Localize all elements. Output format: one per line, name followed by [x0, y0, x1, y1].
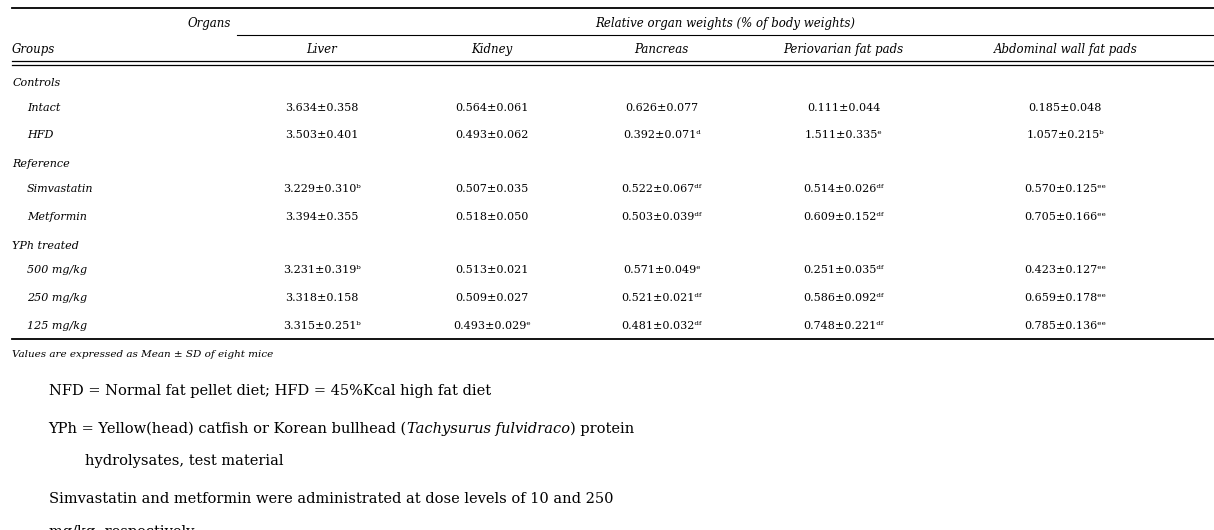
Text: 0.392±0.071ᵈ: 0.392±0.071ᵈ [623, 130, 700, 140]
Text: Periovarian fat pads: Periovarian fat pads [784, 43, 903, 56]
Text: 0.626±0.077: 0.626±0.077 [625, 103, 698, 113]
Text: 3.394±0.355: 3.394±0.355 [285, 211, 358, 222]
Text: 0.503±0.039ᵈᶠ: 0.503±0.039ᵈᶠ [622, 211, 702, 222]
Text: 1.511±0.335ᵉ: 1.511±0.335ᵉ [805, 130, 883, 140]
Text: 0.514±0.026ᵈᶠ: 0.514±0.026ᵈᶠ [804, 184, 884, 194]
Text: 3.503±0.401: 3.503±0.401 [285, 130, 358, 140]
Text: 0.659±0.178ᵉᵉ: 0.659±0.178ᵉᵉ [1025, 293, 1106, 303]
Text: 0.251±0.035ᵈᶠ: 0.251±0.035ᵈᶠ [804, 266, 884, 276]
Text: ) protein: ) protein [569, 421, 634, 436]
Text: Controls: Controls [12, 78, 61, 88]
Text: 0.518±0.050: 0.518±0.050 [455, 211, 528, 222]
Text: Organs: Organs [187, 16, 231, 30]
Text: Abdominal wall fat pads: Abdominal wall fat pads [993, 43, 1138, 56]
Text: 3.318±0.158: 3.318±0.158 [285, 293, 358, 303]
Text: Pancreas: Pancreas [635, 43, 688, 56]
Text: 0.493±0.062: 0.493±0.062 [455, 130, 528, 140]
Text: Groups: Groups [12, 43, 56, 56]
Text: 0.785±0.136ᵉᵉ: 0.785±0.136ᵉᵉ [1025, 321, 1106, 331]
Text: 0.564±0.061: 0.564±0.061 [455, 103, 528, 113]
Text: 0.513±0.021: 0.513±0.021 [455, 266, 528, 276]
Text: 0.571±0.049ᵉ: 0.571±0.049ᵉ [623, 266, 700, 276]
Text: Kidney: Kidney [471, 43, 512, 56]
Text: 0.507±0.035: 0.507±0.035 [455, 184, 528, 194]
Text: Reference: Reference [12, 160, 70, 169]
Text: 1.057±0.215ᵇ: 1.057±0.215ᵇ [1027, 130, 1104, 140]
Text: mg/kg, respectively: mg/kg, respectively [49, 525, 194, 530]
Text: 0.705±0.166ᵉᵉ: 0.705±0.166ᵉᵉ [1025, 211, 1106, 222]
Text: Simvastatin: Simvastatin [27, 184, 93, 194]
Text: 0.748±0.221ᵈᶠ: 0.748±0.221ᵈᶠ [804, 321, 884, 331]
Text: 3.231±0.319ᵇ: 3.231±0.319ᵇ [283, 266, 361, 276]
Text: 3.634±0.358: 3.634±0.358 [285, 103, 358, 113]
Text: Tachysurus fulvidraco: Tachysurus fulvidraco [407, 422, 569, 436]
Text: 0.522±0.067ᵈᶠ: 0.522±0.067ᵈᶠ [622, 184, 702, 194]
Text: 250 mg/kg: 250 mg/kg [27, 293, 87, 303]
Text: 3.229±0.310ᵇ: 3.229±0.310ᵇ [283, 184, 361, 194]
Text: 3.315±0.251ᵇ: 3.315±0.251ᵇ [283, 321, 361, 331]
Text: 0.185±0.048: 0.185±0.048 [1028, 103, 1102, 113]
Text: 0.493±0.029ᵉ: 0.493±0.029ᵉ [453, 321, 531, 331]
Text: 0.509±0.027: 0.509±0.027 [455, 293, 528, 303]
Text: 0.481±0.032ᵈᶠ: 0.481±0.032ᵈᶠ [622, 321, 702, 331]
Text: 0.586±0.092ᵈᶠ: 0.586±0.092ᵈᶠ [804, 293, 884, 303]
Text: 125 mg/kg: 125 mg/kg [27, 321, 87, 331]
Text: Values are expressed as Mean ± SD of eight mice: Values are expressed as Mean ± SD of eig… [12, 350, 273, 359]
Text: HFD: HFD [27, 130, 53, 140]
Text: 500 mg/kg: 500 mg/kg [27, 266, 87, 276]
Text: Liver: Liver [306, 43, 337, 56]
Text: Relative organ weights (% of body weights): Relative organ weights (% of body weight… [595, 16, 856, 30]
Text: YPh = Yellow(head) catfish or Korean bullhead (: YPh = Yellow(head) catfish or Korean bul… [49, 422, 407, 436]
Text: 0.423±0.127ᵉᵉ: 0.423±0.127ᵉᵉ [1025, 266, 1106, 276]
Text: NFD = Normal fat pellet diet; HFD = 45%Kcal high fat diet: NFD = Normal fat pellet diet; HFD = 45%K… [49, 384, 490, 398]
Text: 0.609±0.152ᵈᶠ: 0.609±0.152ᵈᶠ [804, 211, 884, 222]
Text: hydrolysates, test material: hydrolysates, test material [85, 454, 284, 468]
Text: 0.570±0.125ᵉᵉ: 0.570±0.125ᵉᵉ [1025, 184, 1106, 194]
Text: Simvastatin and metformin were administrated at dose levels of 10 and 250: Simvastatin and metformin were administr… [49, 492, 613, 506]
Text: Intact: Intact [27, 103, 59, 113]
Text: 0.111±0.044: 0.111±0.044 [807, 103, 880, 113]
Text: YPh treated: YPh treated [12, 241, 79, 251]
Text: 0.521±0.021ᵈᶠ: 0.521±0.021ᵈᶠ [622, 293, 702, 303]
Text: Metformin: Metformin [27, 211, 86, 222]
